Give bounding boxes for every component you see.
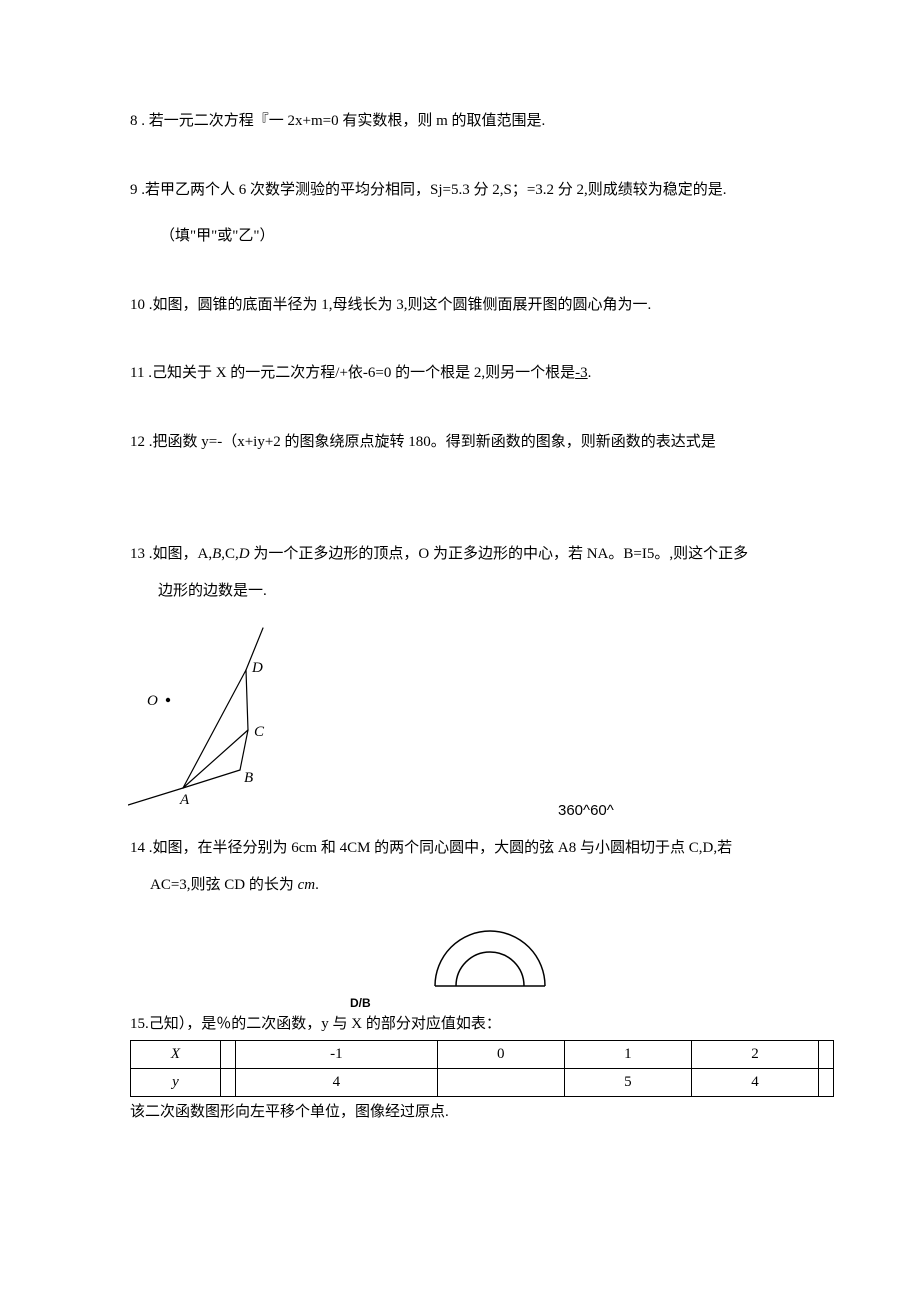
question-12: 12 .把函数 y=-（x+iy+2 的图象绕原点旋转 180。得到新函数的图象… [130, 431, 805, 454]
question-text-b: ,C, [221, 546, 239, 562]
question-8: 8 . 若一元二次方程『一 2x+m=0 有实数根，则 m 的取值范围是. [130, 110, 805, 133]
question-text-c: 为一个正多边形的顶点，O 为正多边形的中心，若 NA。B=I5。,则这个正多 [250, 546, 748, 562]
circles-svg [410, 906, 570, 1006]
table-row: X -1 0 1 2 [131, 1040, 834, 1068]
question-number: 11 [130, 362, 144, 385]
question-number: 8 [130, 110, 138, 133]
question-number: 14 [130, 837, 145, 860]
svg-text:A: A [179, 792, 190, 808]
svg-text:O: O [147, 693, 158, 709]
question-9: 9 .若甲乙两个人 6 次数学测验的平均分相同，Sj=5.3 分 2,S；=3.… [130, 179, 805, 248]
polygon-figure: O A B C D 360^60^ [128, 620, 828, 825]
svg-text:B: B [244, 770, 253, 786]
question-number: 13 [130, 543, 145, 566]
table-cell: 4 [235, 1068, 437, 1096]
polygon-svg: O A B C D [128, 620, 328, 820]
question-text-a: .如图，A, [145, 546, 212, 562]
question-13: 13 .如图，A,B,C,D 为一个正多边形的顶点，O 为正多边形的中心，若 N… [130, 543, 805, 825]
table-cell: -1 [235, 1040, 437, 1068]
table-cell: 4 [691, 1068, 818, 1096]
table-cell [221, 1068, 236, 1096]
table-row: y 4 5 4 [131, 1068, 834, 1096]
question-15-after: 该二次函数图形向左平移个单位，图像经过原点. [130, 1101, 805, 1124]
question-10: 10 .如图，圆锥的底面半径为 1,母线长为 3,则这个圆锥侧面展开图的圆心角为… [130, 294, 805, 317]
row-header: X [131, 1040, 221, 1068]
cm-italic: cm [298, 877, 316, 893]
question-text-tail: . [588, 365, 592, 381]
question-text: .若甲乙两个人 6 次数学测验的平均分相同，Sj=5.3 分 2,S；=3.2 … [138, 182, 727, 198]
question-text: .己知关于 X 的一元二次方程/+依-6=0 的一个根是 2,则另一个根是 [144, 365, 575, 381]
table-cell [819, 1040, 834, 1068]
svg-text:D: D [251, 660, 263, 676]
question-sub-a: AC=3,则弦 CD 的长为 [150, 877, 298, 893]
answer-root: -3 [575, 365, 588, 381]
table-cell [819, 1068, 834, 1096]
question-number: 15 [130, 1016, 145, 1032]
central-angle-label: 360^60^ [558, 800, 614, 823]
circles-figure: D/B [130, 906, 830, 1011]
question-sub: （填"甲"或"乙"） [160, 225, 805, 248]
table-cell [437, 1068, 564, 1096]
question-sub-b: . [315, 877, 319, 893]
question-sub: 边形的边数是一. [158, 580, 805, 603]
question-text: .己知），是％的二次函数，y 与 X 的部分对应值如表： [145, 1016, 501, 1032]
table-cell: 1 [564, 1040, 691, 1068]
question-text: .把函数 y=-（x+iy+2 的图象绕原点旋转 180。得到新函数的图象，则新… [145, 434, 716, 450]
question-text: .如图，圆锥的底面半径为 1,母线长为 3,则这个圆锥侧面展开图的圆心角为一. [145, 297, 651, 313]
italic-d: D [239, 546, 250, 562]
row-header: y [131, 1068, 221, 1096]
question-text: .如图，在半径分别为 6cm 和 4CM 的两个同心圆中，大圆的弦 A8 与小圆… [145, 840, 732, 856]
db-label: D/B [350, 994, 371, 1012]
table-cell: 5 [564, 1068, 691, 1096]
question-number: 9 [130, 179, 138, 202]
question-15: 15.己知），是％的二次函数，y 与 X 的部分对应值如表： [130, 1013, 805, 1036]
italic-b: B [212, 546, 221, 562]
question-number: 10 [130, 294, 145, 317]
question-text: . 若一元二次方程『一 2x+m=0 有实数根，则 m 的取值范围是. [138, 113, 546, 129]
svg-text:C: C [254, 724, 265, 740]
table-cell [221, 1040, 236, 1068]
xy-table: X -1 0 1 2 y 4 5 4 [130, 1040, 834, 1097]
table-cell: 2 [691, 1040, 818, 1068]
question-number: 12 [130, 431, 145, 454]
table-cell: 0 [437, 1040, 564, 1068]
question-14: 14 .如图，在半径分别为 6cm 和 4CM 的两个同心圆中，大圆的弦 A8 … [130, 837, 805, 1011]
question-11: 11 .己知关于 X 的一元二次方程/+依-6=0 的一个根是 2,则另一个根是… [130, 362, 805, 385]
